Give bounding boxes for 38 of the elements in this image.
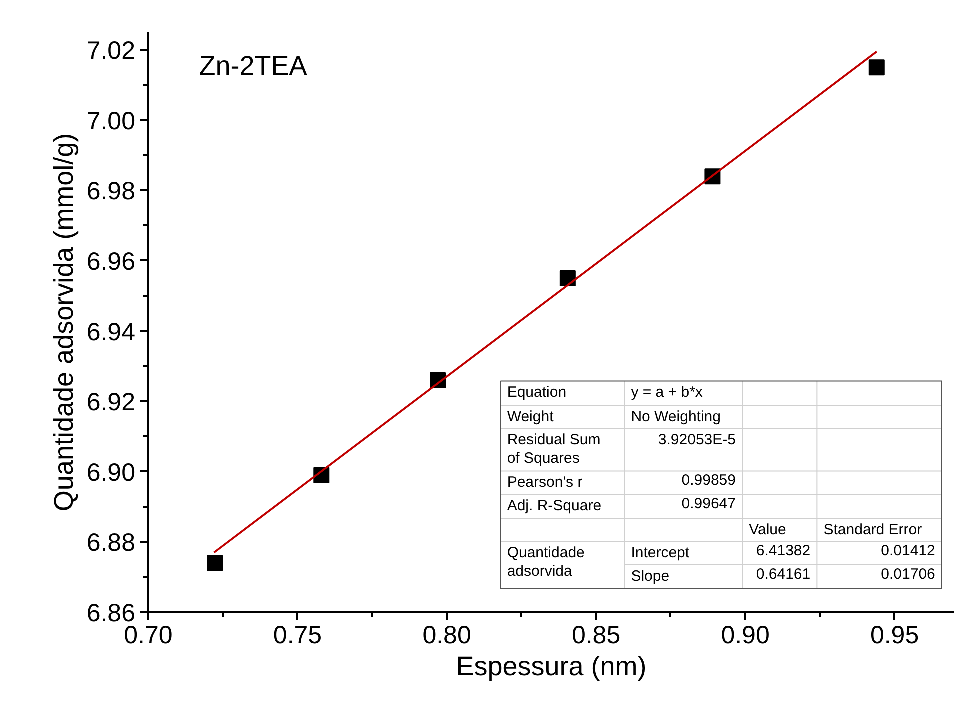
annotation: 0.64161 [756,566,811,583]
y-tick-label: 6.88 [86,529,136,558]
y-tick-label: 7.02 [86,37,136,66]
annotation: No Weighting [631,408,721,426]
x-tick-label: 0.95 [870,622,920,650]
annotation: Intercept [631,544,690,562]
y-tick-label: 6.98 [86,178,136,206]
annotation: 0.99647 [682,496,736,513]
annotation: Quantidade adsorvida [507,544,585,580]
annotation: Slope [631,568,670,585]
annotation: Pearson's r [507,474,583,492]
y-tick-label: 6.90 [86,458,136,487]
y-tick-label: 6.92 [86,388,136,417]
y-tick-label: 6.94 [86,318,136,346]
annotation: Value [749,521,786,538]
y-tick-label: 7.00 [86,107,136,136]
annotation: 0.99859 [682,472,736,490]
y-axis-title: Quantidade adsorvida (mmol/g) [48,133,79,512]
x-tick-label: 0.85 [572,622,621,650]
annotation: Standard Error [824,521,922,538]
y-tick-label: 6.96 [86,248,136,276]
point [207,555,224,572]
annotation: Weight [507,408,555,426]
x-axis-title: Espessura (nm) [456,652,647,682]
annotation: Equation [507,384,567,402]
point [868,60,885,76]
text: Zn-2TEA [199,50,308,81]
x-tick-label: 0.75 [273,622,322,650]
annotation: 0.01706 [881,566,936,583]
annotation: Residual Sum of Squares [507,431,601,468]
annotation: y = a + b*x [631,384,704,402]
x-tick-label: 0.90 [721,622,770,650]
annotation: 6.41382 [756,542,811,560]
annotation: 3.92053E-5 [658,431,736,448]
annotation: Adj. R-Square [507,498,602,515]
point [560,270,576,287]
x-tick-label: 0.80 [422,622,472,650]
annotation: 0.01412 [881,542,936,560]
